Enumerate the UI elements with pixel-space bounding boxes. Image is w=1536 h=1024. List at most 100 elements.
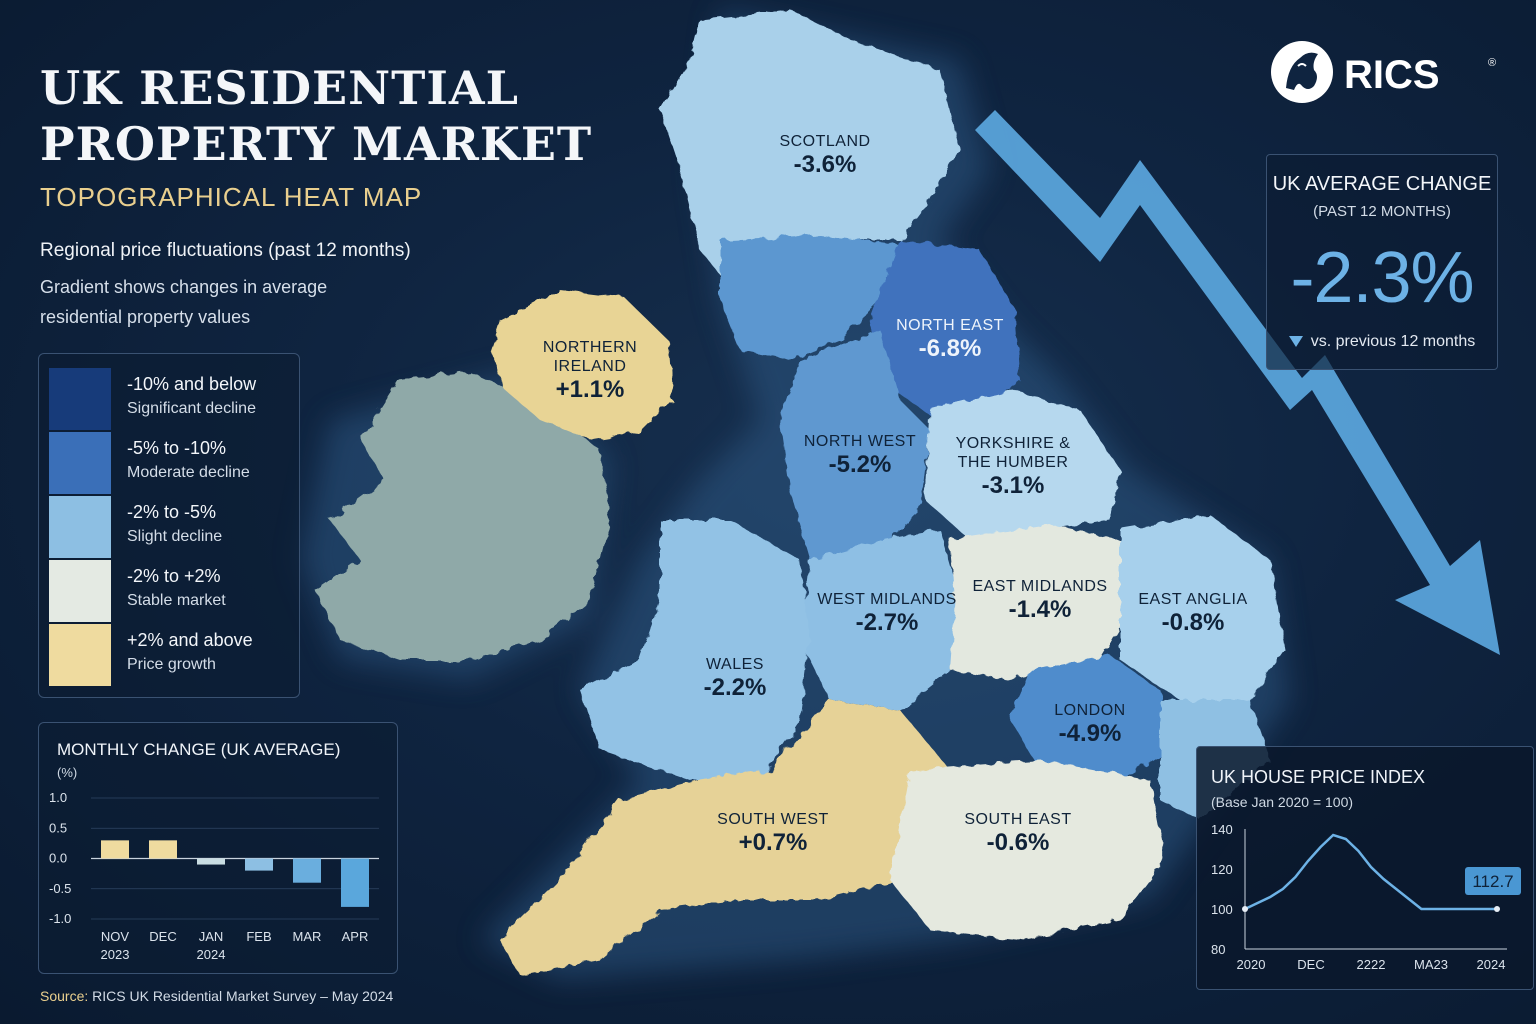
region-label-east-midlands: EAST MIDLANDS -1.4%: [965, 577, 1115, 624]
region-north-east: [870, 240, 1020, 415]
legend-range: -5% to -10%: [127, 438, 227, 458]
legend-label: Price growth: [127, 656, 216, 673]
region-label-north-east: NORTH EAST -6.8%: [880, 316, 1020, 363]
region-name: WEST MIDLANDS: [817, 591, 957, 608]
start-point: [1242, 906, 1248, 912]
rics-logo: RICS ®: [1268, 36, 1498, 106]
monthly-change-chart: MONTHLY CHANGE (UK AVERAGE) (%) 1.0 0.5 0.0 -…: [49, 740, 379, 962]
region-value: +1.1%: [555, 376, 625, 403]
x-tick-label: JAN: [199, 929, 224, 944]
x-tick-label: DEC: [149, 929, 176, 944]
region-label-south-east: SOUTH EAST -0.6%: [950, 810, 1086, 857]
legend-label: Significant decline: [127, 400, 256, 417]
region-ireland: [315, 372, 610, 660]
y-tick-label: 100: [1211, 902, 1233, 917]
y-tick-label: 0.5: [49, 820, 67, 835]
y-tick-label: 1.0: [49, 790, 67, 805]
region-name: YORKSHIRE & THE HUMBER: [955, 435, 1071, 471]
legend-swatch: [49, 624, 111, 686]
uk-average-comparison: vs. previous 12 months: [1267, 333, 1497, 351]
index-line: [1244, 833, 1497, 911]
x-tick-label: DEC: [1297, 957, 1324, 972]
x-tick-label: 2024: [197, 947, 226, 962]
region-yorkshire: [925, 390, 1120, 540]
legend-swatch: [49, 368, 111, 430]
brand-registered: ®: [1488, 57, 1496, 69]
y-tick-label: -1.0: [49, 911, 71, 926]
brand-name: RICS: [1344, 53, 1440, 97]
legend-range: -2% to +2%: [127, 566, 221, 586]
region-value: -2.2%: [703, 674, 767, 701]
x-tick-label: 2024: [1477, 957, 1506, 972]
source-text: RICS UK Residential Market Survey – May …: [92, 988, 394, 1004]
region-name: SOUTH WEST: [717, 811, 829, 828]
x-tick-label: 2222: [1357, 957, 1386, 972]
y-tick-label: 120: [1211, 862, 1233, 877]
region-northern-ireland: [490, 290, 672, 440]
x-tick-label: APR: [342, 929, 369, 944]
region-label-northern-ireland: NORTHERN IRELAND +1.1%: [525, 338, 655, 404]
region-label-wales: WALES -2.2%: [680, 655, 790, 702]
region-name: NORTH EAST: [896, 317, 1004, 334]
region-value: -0.8%: [1161, 609, 1225, 636]
region-value: -2.7%: [855, 609, 919, 636]
x-tick-label: FEB: [246, 929, 271, 944]
region-value: -4.9%: [1058, 720, 1122, 747]
legend-label: Slight decline: [127, 528, 223, 545]
description-heading: Regional price fluctuations (past 12 mon…: [40, 240, 411, 261]
region-east-anglia: [1120, 515, 1285, 700]
region-value: -6.8%: [918, 335, 982, 362]
region-value: -1.4%: [1008, 596, 1072, 623]
trend-arrow: [975, 110, 1500, 655]
region-value: -0.6%: [986, 829, 1050, 856]
region-name: EAST MIDLANDS: [972, 578, 1108, 595]
region-value: -3.6%: [793, 151, 857, 178]
region-west-midlands: [800, 530, 960, 710]
bar: [293, 858, 321, 883]
page-subtitle: TOPOGRAPHICAL HEAT MAP: [40, 182, 423, 212]
uk-average-value: -2.3%: [1290, 238, 1474, 318]
region-name: WALES: [706, 656, 764, 673]
legend-range: -2% to -5%: [127, 502, 217, 522]
x-tick-label: NOV: [101, 929, 130, 944]
legend-swatch: [49, 560, 111, 622]
region-label-east-anglia: EAST ANGLIA -0.8%: [1128, 590, 1258, 637]
comparison-text: vs. previous 12 months: [1310, 333, 1476, 350]
region-name: EAST ANGLIA: [1138, 591, 1248, 608]
bar: [245, 858, 273, 871]
region-label-south-west: SOUTH WEST +0.7%: [705, 810, 841, 857]
rics-emblem-icon: RICS ®: [1271, 41, 1496, 103]
region-label-north-west: NORTH WEST -5.2%: [790, 432, 930, 479]
region-wales: [580, 520, 810, 780]
legend-item: -5% to -10% Moderate decline: [49, 432, 289, 494]
chart-subtitle: (Base Jan 2020 = 100): [1211, 794, 1353, 810]
house-price-index-chart: UK HOUSE PRICE INDEX (Base Jan 2020 = 100…: [1211, 767, 1521, 972]
chart-title: UK HOUSE PRICE INDEX: [1211, 767, 1425, 787]
page-title: UK RESIDENTIAL PROPERTY MARKET: [40, 61, 593, 171]
legend-item: -2% to +2% Stable market: [49, 560, 289, 622]
y-tick-label: 140: [1211, 822, 1233, 837]
legend-label: Stable market: [127, 592, 226, 609]
end-point: [1494, 906, 1500, 912]
y-axis-label: (%): [57, 765, 77, 780]
bar: [149, 840, 177, 859]
region-east-midlands: [950, 525, 1130, 680]
x-tick-label: 2023: [101, 947, 130, 962]
x-tick-label: 2020: [1237, 957, 1266, 972]
legend-range: -10% and below: [127, 374, 257, 394]
region-label-scotland: SCOTLAND -3.6%: [760, 132, 890, 179]
region-london: [1010, 655, 1170, 780]
legend-swatch: [49, 496, 111, 558]
house-price-index-panel: UK HOUSE PRICE INDEX (Base Jan 2020 = 100…: [1196, 746, 1534, 990]
y-tick-label: -0.5: [49, 881, 71, 896]
region-value: +0.7%: [738, 829, 808, 856]
end-label: 112.7: [1472, 872, 1513, 891]
region-value: -5.2%: [828, 451, 892, 478]
region-south-east: [890, 760, 1165, 940]
x-tick-label: MA23: [1414, 957, 1448, 972]
region-name: SOUTH EAST: [964, 811, 1072, 828]
region-label-london: LONDON -4.9%: [1035, 701, 1145, 748]
legend-swatch: [49, 432, 111, 494]
source-note: Source: RICS UK Residential Market Surve…: [40, 988, 393, 1004]
